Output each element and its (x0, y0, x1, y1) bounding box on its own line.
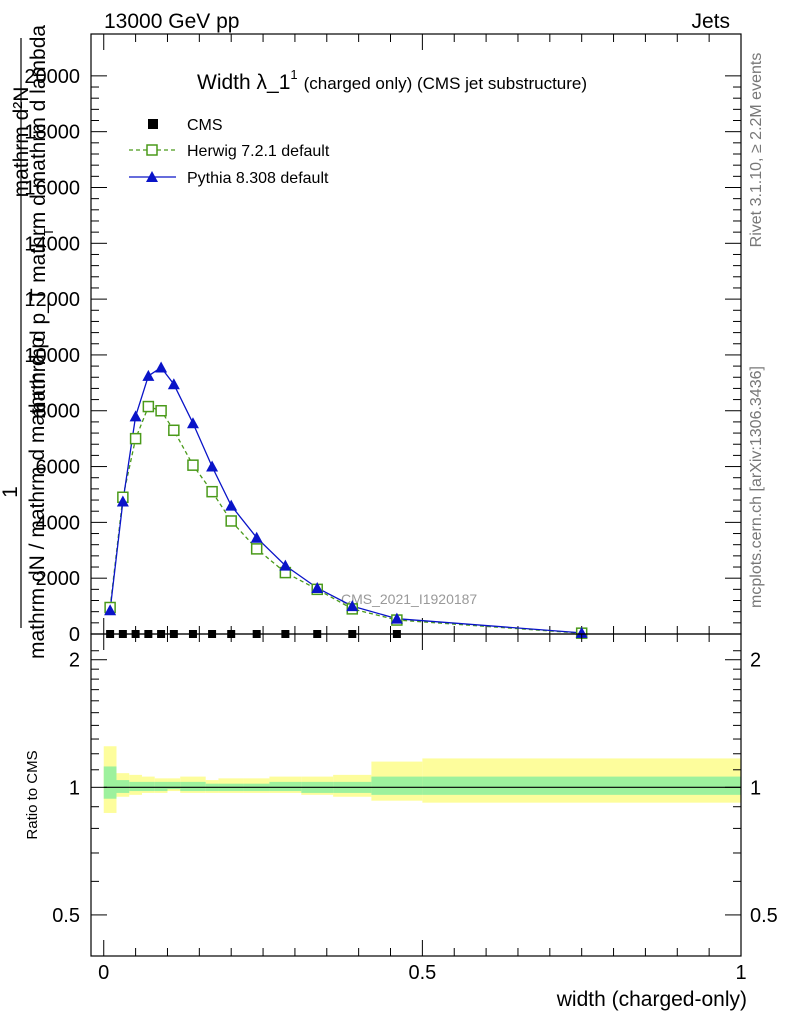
ratio-y-tick-label: 1 (69, 777, 80, 799)
ratio-panel-frame (90, 633, 742, 957)
chart-title-rest: (charged only) (CMS jet substructure) (304, 74, 587, 93)
pythia-point (250, 531, 263, 543)
ratio-x-tick-labels: 0 0.5 1 (98, 962, 746, 984)
herwig-point (155, 404, 167, 417)
y-tick-label: 8000 (36, 401, 81, 423)
main-y-tick-labels: 0 2000 4000 6000 8000 10000 12000 14000 16000 180… (24, 66, 80, 646)
y-tick-label: 18000 (24, 122, 80, 144)
main-y-axis-label: mathrm d²N mathrm d p_T mathrm d mathrm … (0, 25, 56, 659)
ratio-inner-band-bin (180, 781, 206, 792)
herwig-point (168, 424, 180, 437)
y-tick-label: 20000 (24, 66, 80, 88)
x-tick-label: 0 (98, 962, 109, 984)
herwig-point (250, 543, 263, 555)
legend-pythia-label: Pythia 8.308 default (187, 170, 329, 187)
herwig-point (129, 432, 142, 445)
y-tick-label: 16000 (24, 177, 80, 199)
chart-title-main: Width λ_1 (197, 71, 290, 94)
mcplots-label: mcplots.cern.ch [arXiv:1306.3436] (748, 366, 765, 608)
legend-herwig-marker (146, 144, 158, 156)
ratio-inner-band-bin (167, 781, 181, 790)
ratio-y-tick-labels: 0.5 1 2 (52, 650, 80, 927)
ratio-inner-band-bin (129, 781, 142, 792)
pythia-point (104, 604, 117, 616)
y-tick-label: 2000 (36, 568, 81, 590)
x-tick-label: 1 (735, 962, 746, 984)
ratio-y-tick-label-right: 2 (750, 650, 761, 672)
y-tick-label: 12000 (24, 289, 80, 311)
y-label-middle: mathrm d p_T mathrm d mathrm d lambda (27, 25, 50, 419)
pythia-point (311, 581, 324, 593)
pythia-series (104, 361, 588, 638)
legend: CMS Herwig 7.2.1 default Pythia 8.308 de… (129, 117, 330, 187)
main-panel: 0 2000 4000 6000 8000 10000 12000 14000 16000 180… (24, 33, 742, 646)
chart-title-superscript: 1 (290, 67, 297, 82)
ratio-panel: 0.512 0.512 0 0.5 1 Ratio to CMS width (ch… (24, 633, 778, 1011)
legend-cms-marker (148, 119, 158, 129)
y-tick-label: 14000 (24, 233, 80, 255)
energy-label: 13000 GeV pp (104, 10, 239, 33)
pythia-point (225, 499, 238, 511)
pythia-point (155, 361, 168, 373)
y-tick-label: 4000 (36, 512, 81, 534)
pythia-point (346, 600, 359, 612)
x-tick-label: 0.5 (408, 962, 436, 984)
y-label-bottom: mathrm dN / mathrm d mathrm d p (26, 337, 49, 659)
ratio-y-tick-label: 0.5 (52, 905, 80, 927)
herwig-point (142, 400, 155, 413)
ratio-inner-band-bin (154, 781, 168, 792)
legend-pythia-marker (146, 171, 158, 182)
pythia-point (129, 410, 142, 422)
ratio-inner-band-bin (269, 781, 302, 792)
herwig-point (225, 515, 237, 527)
y-tick-label: 6000 (36, 457, 81, 479)
pythia-point (167, 378, 180, 390)
herwig-point (206, 485, 218, 498)
pythia-point (116, 495, 129, 507)
legend-cms-label: CMS (187, 117, 223, 134)
ratio-y-tick-label: 2 (69, 650, 80, 672)
ratio-inner-band-bin (371, 776, 423, 795)
y-tick-label: 0 (69, 624, 80, 646)
ratio-inner-band-bin (141, 781, 155, 792)
x-axis-label: width (charged-only) (556, 988, 747, 1011)
y-label-one: 1 (0, 486, 22, 498)
ratio-inner-band-bin (103, 766, 117, 799)
ratio-uncertainty-bands (103, 746, 741, 813)
pythia-point (206, 460, 219, 472)
y-label-subscript: T (41, 228, 56, 236)
ratio-inner-band-bin (422, 776, 741, 795)
legend-herwig-label: Herwig 7.2.1 default (187, 143, 330, 160)
y-tick-label: 10000 (24, 345, 80, 367)
ratio-y-tick-label-right: 0.5 (750, 905, 778, 927)
herwig-point (187, 459, 199, 471)
pythia-point (390, 612, 403, 624)
ratio-y-tick-label-right: 1 (750, 777, 761, 799)
pythia-point (186, 417, 199, 429)
herwig-series-line (109, 405, 582, 634)
analysis-watermark: CMS_2021_I1920187 (341, 591, 477, 607)
ratio-y-tick-labels-right: 0.5 1 2 (750, 650, 778, 927)
pythia-point (142, 369, 155, 381)
ratio-inner-band-bin (116, 780, 130, 793)
ratio-y-axis-label: Ratio to CMS (24, 750, 41, 839)
category-label: Jets (691, 10, 730, 33)
chart-title: Width λ_11 (charged only) (CMS jet substr… (197, 67, 587, 94)
pythia-point (575, 626, 588, 638)
pythia-point (279, 559, 292, 571)
rivet-label: Rivet 3.1.10, ≥ 2.2M events (748, 53, 765, 248)
